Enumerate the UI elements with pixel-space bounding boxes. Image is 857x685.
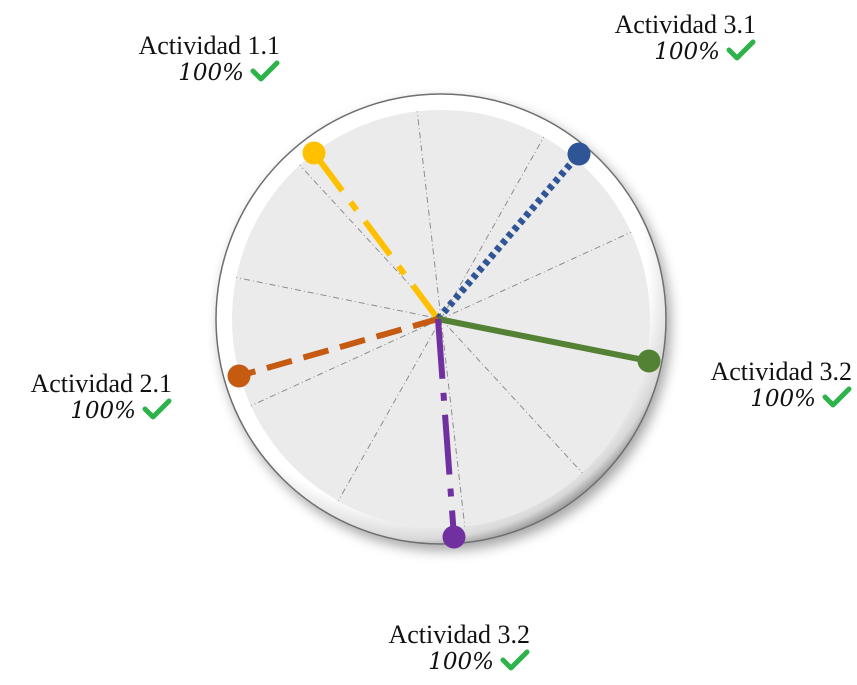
- label-actividad-2-1: Actividad 2.1 100%: [10, 371, 172, 423]
- activity-name: Actividad 1.1: [138, 31, 280, 60]
- grid-line: [416, 111, 442, 320]
- activity-percent: 100%: [750, 386, 816, 412]
- label-actividad-3-2-bottom: Actividad 3.2 100%: [368, 622, 530, 674]
- spoke-end-act-1-1: [302, 141, 326, 165]
- label-actividad-1-1: Actividad 1.1 100%: [120, 33, 280, 85]
- check-icon: [822, 386, 852, 408]
- spoke-end-act-3-2a: [637, 349, 661, 373]
- grid-line: [440, 318, 583, 474]
- activity-percent: 100%: [70, 398, 136, 424]
- activity-name: Actividad 2.1: [30, 369, 172, 398]
- check-icon: [726, 39, 756, 61]
- grid-line: [337, 318, 442, 502]
- grid-line: [440, 136, 545, 320]
- activity-name: Actividad 3.1: [614, 10, 756, 39]
- grid-line: [440, 231, 632, 320]
- spoke-act-3-2a: [437, 316, 650, 364]
- spoke-end-act-2-1: [227, 364, 251, 388]
- grid-line: [440, 318, 466, 527]
- grid-line: [250, 318, 442, 407]
- spoke-act-3-2b: [435, 318, 457, 538]
- grid-line: [299, 164, 442, 320]
- spoke-act-1-1: [311, 151, 441, 321]
- spoke-end-act-3-2b: [442, 525, 466, 549]
- activity-name: Actividad 3.2: [710, 357, 852, 386]
- spoke-end-act-3-1a: [567, 142, 591, 166]
- activity-percent: 100%: [654, 39, 720, 65]
- spoke-act-2-1: [238, 316, 439, 379]
- grid-line: [236, 276, 442, 320]
- spoke-act-3-1a: [435, 151, 582, 322]
- activity-percent: 100%: [428, 649, 494, 675]
- check-icon: [250, 60, 280, 82]
- label-actividad-3-1: Actividad 3.1 100%: [596, 12, 756, 64]
- activity-percent: 100%: [178, 60, 244, 86]
- activity-spokes: [227, 141, 661, 549]
- activity-name: Actividad 3.2: [388, 620, 530, 649]
- check-icon: [142, 398, 172, 420]
- check-icon: [500, 649, 530, 671]
- label-actividad-3-2-right: Actividad 3.2 100%: [690, 359, 852, 411]
